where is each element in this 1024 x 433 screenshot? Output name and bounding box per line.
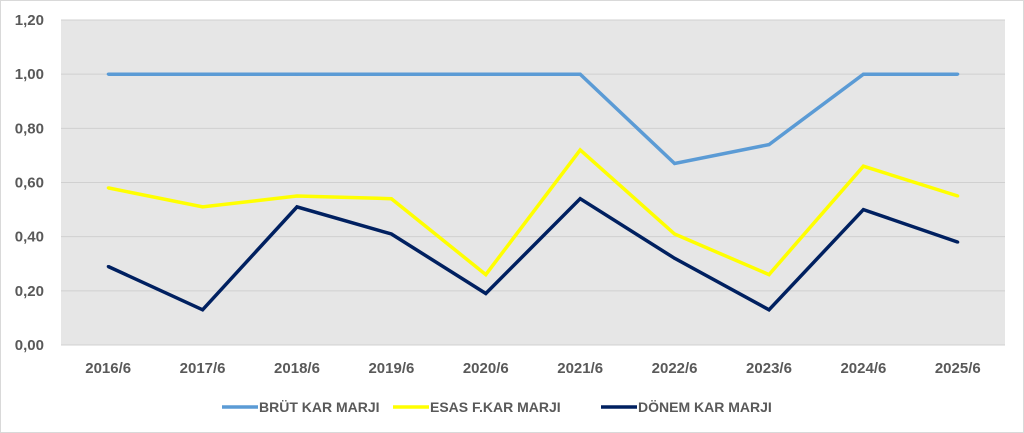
- data-point: [956, 194, 960, 198]
- y-axis-ticks: 0,00 0,20 0,40 0,60 0,80 1,00 1,20: [15, 12, 44, 354]
- legend-label: DÖNEM KAR MARJI: [638, 399, 772, 415]
- y-tick-label: 0,40: [15, 229, 44, 246]
- x-tick-label: 2021/6: [557, 360, 603, 377]
- data-point: [201, 308, 205, 312]
- data-point: [484, 72, 488, 76]
- data-point: [673, 162, 677, 166]
- series-line-2: [107, 147, 959, 278]
- data-point: [956, 240, 960, 244]
- data-point: [106, 72, 110, 76]
- x-tick-label: 2018/6: [274, 360, 320, 377]
- data-point: [295, 194, 299, 198]
- data-point: [861, 208, 865, 212]
- data-point: [295, 72, 299, 76]
- x-tick-label: 2017/6: [180, 360, 226, 377]
- y-tick-label: 0,20: [15, 283, 44, 300]
- y-tick-label: 1,00: [15, 66, 44, 83]
- x-tick-label: 2020/6: [463, 360, 509, 377]
- data-point: [484, 292, 488, 296]
- data-point: [578, 197, 582, 201]
- data-point: [201, 72, 205, 76]
- data-point: [106, 186, 110, 190]
- data-point: [956, 72, 960, 76]
- x-tick-label: 2019/6: [368, 360, 414, 377]
- series-lines: [106, 72, 960, 312]
- y-tick-label: 1,20: [15, 12, 44, 29]
- legend-label: BRÜT KAR MARJI: [259, 399, 380, 415]
- legend-label: ESAS F.KAR MARJI: [430, 399, 561, 415]
- data-point: [484, 273, 488, 277]
- series-line-1: [108, 72, 958, 166]
- legend: BRÜT KAR MARJI ESAS F.KAR MARJI DÖNEM KAR …: [222, 399, 772, 415]
- x-tick-label: 2025/6: [935, 360, 981, 377]
- data-point: [767, 273, 771, 277]
- y-tick-label: 0,60: [15, 175, 44, 192]
- data-point: [767, 143, 771, 147]
- data-point: [106, 264, 110, 268]
- data-point: [389, 197, 393, 201]
- data-point: [201, 205, 205, 209]
- x-axis-ticks: 2016/6 2017/6 2018/6 2019/6 2020/6 2021/6 2022…: [85, 360, 980, 377]
- x-tick-label: 2024/6: [840, 360, 886, 377]
- y-tick-label: 0,00: [15, 337, 44, 354]
- data-point: [767, 308, 771, 312]
- series-line-3: [107, 196, 959, 312]
- data-point: [389, 72, 393, 76]
- x-tick-label: 2016/6: [85, 360, 131, 377]
- y-tick-label: 0,80: [15, 120, 44, 137]
- x-tick-label: 2023/6: [746, 360, 792, 377]
- data-point: [295, 205, 299, 209]
- data-point: [673, 232, 677, 236]
- data-point: [578, 72, 582, 76]
- data-point: [861, 164, 865, 168]
- x-tick-label: 2022/6: [652, 360, 698, 377]
- data-point: [861, 72, 865, 76]
- data-point: [673, 256, 677, 260]
- data-point: [578, 148, 582, 152]
- data-point: [389, 232, 393, 236]
